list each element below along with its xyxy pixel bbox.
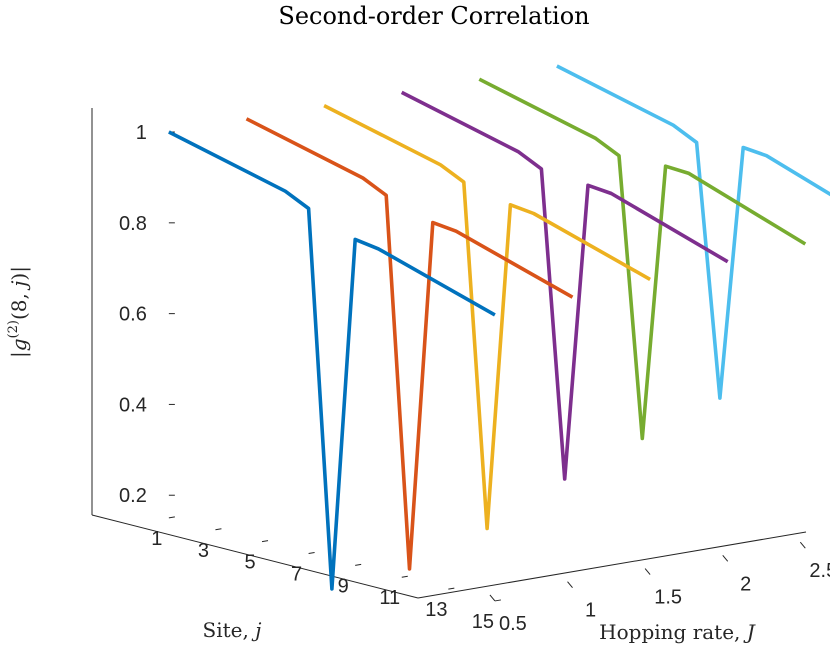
z-tick-label: 0.6 — [119, 304, 147, 326]
x-tick-mark — [448, 587, 455, 590]
x-tick-label: 7 — [291, 564, 302, 586]
z-axis-ticks: 0.2 0.4 0.6 0.8 1 — [119, 122, 175, 507]
series-line-J-1-5 — [323, 103, 651, 531]
y-tick-mark — [644, 568, 651, 575]
z-tick-label: 0.8 — [119, 213, 147, 235]
x-tick-mark — [355, 563, 362, 566]
x-axis-line — [91, 514, 419, 599]
x-tick-label: 15 — [472, 611, 494, 633]
z-tick-label: 0.2 — [119, 485, 147, 507]
x-tick-label: 11 — [379, 587, 400, 609]
x-tick-mark — [168, 516, 175, 519]
y-axis-title: Hopping rate, J — [599, 620, 756, 644]
y-tick-mark — [489, 594, 496, 602]
series-line-J-2-5 — [478, 77, 807, 441]
x-tick-label: 5 — [244, 552, 255, 574]
x-tick-label: 1 — [151, 528, 162, 550]
y-tick-mark — [722, 555, 729, 562]
z-tick-label: 0.4 — [119, 394, 147, 416]
x-tick-label: 13 — [425, 599, 447, 621]
z-axis-title: |g(2)(8, j)| — [6, 266, 32, 358]
y-tick-label: 1.5 — [654, 587, 682, 609]
y-tick-label: 0.5 — [499, 613, 527, 635]
series-group — [168, 64, 830, 591]
chart-title: Second-order Correlation — [278, 2, 589, 30]
x-tick-label: 9 — [338, 575, 349, 597]
z-tick-label: 1 — [136, 122, 147, 144]
y-axis-line — [417, 531, 807, 599]
series-line-J-2 — [400, 90, 729, 481]
series-line-J-3 — [556, 64, 830, 400]
x-tick-mark — [215, 528, 222, 531]
y-tick-label: 2.5 — [809, 560, 830, 582]
x-tick-mark — [494, 599, 502, 602]
x-axis-title: Site, j — [203, 618, 262, 642]
series-line-J-0-5 — [168, 130, 496, 591]
x-tick-mark — [401, 575, 408, 578]
y-tick-label: 1 — [585, 600, 596, 622]
y-tick-label: 2 — [740, 573, 751, 595]
x-tick-label: 3 — [198, 540, 209, 562]
x-tick-mark — [261, 540, 269, 543]
x-tick-mark — [308, 552, 315, 554]
y-tick-mark — [799, 541, 806, 549]
y-tick-mark — [567, 581, 573, 589]
series-line-J-1 — [245, 117, 574, 571]
axes — [91, 108, 807, 599]
y-axis-ticks: 0.511.522.53 — [489, 541, 830, 635]
